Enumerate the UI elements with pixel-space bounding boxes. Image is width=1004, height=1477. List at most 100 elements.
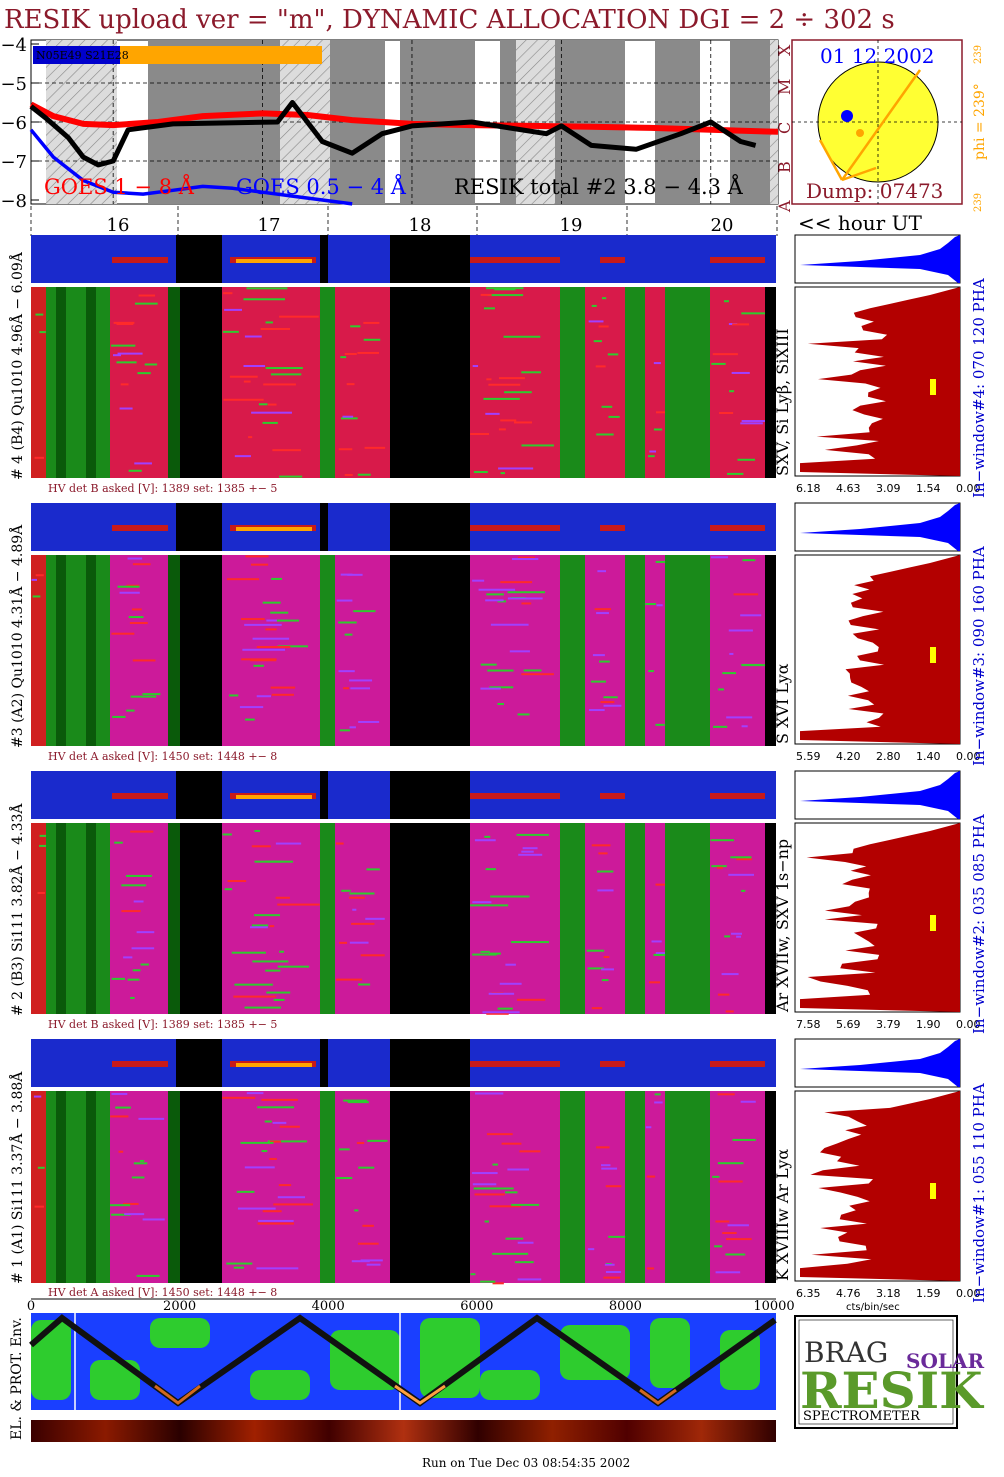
spectrogram-streak bbox=[601, 968, 614, 971]
pha-strip-segment bbox=[328, 235, 390, 283]
spectrogram-streak bbox=[120, 383, 129, 386]
spectrogram-streak bbox=[587, 967, 604, 970]
spectrogram-streak bbox=[262, 421, 278, 424]
spectrogram-streak bbox=[487, 669, 514, 672]
spectrogram-streak bbox=[118, 1150, 124, 1153]
spectrogram-column bbox=[222, 287, 320, 478]
spectrogram-streak bbox=[722, 1232, 737, 1235]
in-window-label: In−window#1: 055 110 PHA bbox=[970, 1083, 988, 1303]
spectrum-unit-label: cts/bin/sec bbox=[846, 1302, 900, 1313]
pha-strip-line bbox=[710, 525, 765, 531]
environment-panel: EL. & PROT. Env. bbox=[9, 1313, 777, 1442]
spectrogram-streak bbox=[265, 969, 281, 972]
spectrogram-streak bbox=[593, 340, 602, 343]
spectrogram-column bbox=[665, 1091, 710, 1283]
spectrogram-streak bbox=[350, 325, 361, 328]
spectrogram-streak bbox=[601, 1164, 611, 1167]
logo-resik: RESIK bbox=[800, 1361, 984, 1420]
spectrogram-streak bbox=[488, 992, 515, 995]
noaa-label: N05E49 S21E28 bbox=[36, 49, 129, 62]
spectrogram-streak bbox=[37, 891, 45, 894]
pha-strip-line bbox=[470, 793, 560, 799]
spectrogram-streak bbox=[136, 1274, 160, 1277]
spectrogram-streak bbox=[501, 1142, 522, 1145]
bin-tick-label: 0 bbox=[27, 1299, 35, 1314]
spectrogram-streak bbox=[731, 371, 750, 374]
env-radiation-region bbox=[90, 1360, 140, 1400]
spectrogram-streak bbox=[341, 889, 351, 892]
spectrogram-streak bbox=[344, 473, 353, 476]
spectrogram-streak bbox=[480, 293, 492, 296]
spectrogram-streak bbox=[360, 954, 385, 957]
spectrogram-column bbox=[168, 555, 180, 746]
spectrogram-streak bbox=[366, 868, 380, 871]
spectrogram-streak bbox=[484, 835, 491, 838]
spectrogram-streak bbox=[712, 353, 738, 356]
spectrogram-streak bbox=[273, 998, 285, 1001]
spectrogram-streak bbox=[489, 1205, 521, 1208]
spectrogram-streak bbox=[472, 365, 479, 368]
spectrogram-streak bbox=[357, 473, 371, 476]
spectrogram-streak bbox=[269, 1140, 282, 1143]
spectrogram-streak bbox=[523, 669, 542, 672]
spectrogram-streak bbox=[648, 455, 655, 458]
goes-short-series bbox=[29, 128, 353, 206]
spectrogram-streak bbox=[727, 1224, 749, 1227]
legend-resik: RESIK total #2 3.8 − 4.3 Å bbox=[454, 174, 744, 199]
spectrogram-streak bbox=[486, 287, 524, 290]
spectrogram-streak bbox=[597, 570, 607, 573]
spectrogram-column bbox=[645, 823, 665, 1014]
spectrogram-streak bbox=[484, 1220, 489, 1223]
spectrogram-column bbox=[420, 287, 470, 478]
spectrogram-streak bbox=[272, 449, 301, 452]
spectrogram-streak bbox=[261, 1098, 298, 1101]
spectrogram-streak bbox=[132, 969, 141, 972]
in-window-marker bbox=[930, 379, 936, 395]
spectrogram-streak bbox=[363, 321, 380, 324]
spectrogram-streak bbox=[727, 472, 744, 475]
spectrogram bbox=[31, 553, 776, 746]
spectrogram-streak bbox=[132, 563, 151, 566]
spectrogram-streak bbox=[349, 892, 375, 895]
spectrogram-streak bbox=[486, 378, 492, 381]
spectrogram-streak bbox=[119, 407, 133, 410]
spectrogram-streak bbox=[111, 344, 136, 347]
spectrogram-streak bbox=[126, 584, 140, 587]
spectrogram-column bbox=[56, 823, 66, 1014]
spectrogram-streak bbox=[596, 612, 609, 615]
noaa-bar-orange bbox=[120, 46, 322, 64]
spectrogram-column bbox=[625, 555, 645, 746]
spectrogram-streak bbox=[119, 591, 140, 594]
spectrogram-streak bbox=[249, 926, 268, 929]
spectrogram-streak bbox=[358, 1242, 379, 1245]
spectrogram-column bbox=[710, 1091, 765, 1283]
spectrogram-streak bbox=[483, 397, 520, 400]
spectrogram-streak bbox=[517, 1241, 534, 1244]
pha-strip-segment bbox=[328, 1039, 390, 1087]
spectrogram-column bbox=[110, 1091, 168, 1283]
spectrogram-streak bbox=[347, 1101, 369, 1104]
spectrogram-streak bbox=[518, 556, 535, 559]
spectrogram-streak bbox=[130, 695, 157, 698]
spectrogram-column bbox=[168, 287, 180, 478]
resik-logo: BRAG RESIK SOLAR SPECTROMETER bbox=[794, 1315, 984, 1429]
spectrogram-streak bbox=[277, 645, 308, 648]
spectrogram-streak bbox=[717, 1093, 735, 1096]
channel-block-4: HV det B asked [V]: 1389 set: 1385 +− 5 #… bbox=[8, 234, 988, 498]
spectrogram-streak bbox=[601, 1167, 618, 1170]
spectrogram-streak bbox=[139, 1159, 145, 1162]
spectrogram-streak bbox=[130, 830, 154, 833]
spectrogram-streak bbox=[518, 853, 543, 856]
spectrogram-column bbox=[560, 555, 585, 746]
spectrogram-streak bbox=[258, 403, 268, 406]
logo-solar: SOLAR bbox=[906, 1349, 984, 1373]
spectrogram bbox=[31, 285, 776, 478]
spectrogram-streak bbox=[522, 847, 538, 850]
spectrogram-streak bbox=[343, 687, 349, 690]
spectrogram-streak bbox=[233, 995, 277, 998]
spectrogram-streak bbox=[711, 362, 726, 365]
spectrogram-streak bbox=[646, 1175, 656, 1178]
spectrogram-streak bbox=[142, 1218, 165, 1221]
spectrogram-streak bbox=[133, 1162, 148, 1165]
spectrogram-streak bbox=[270, 373, 302, 376]
